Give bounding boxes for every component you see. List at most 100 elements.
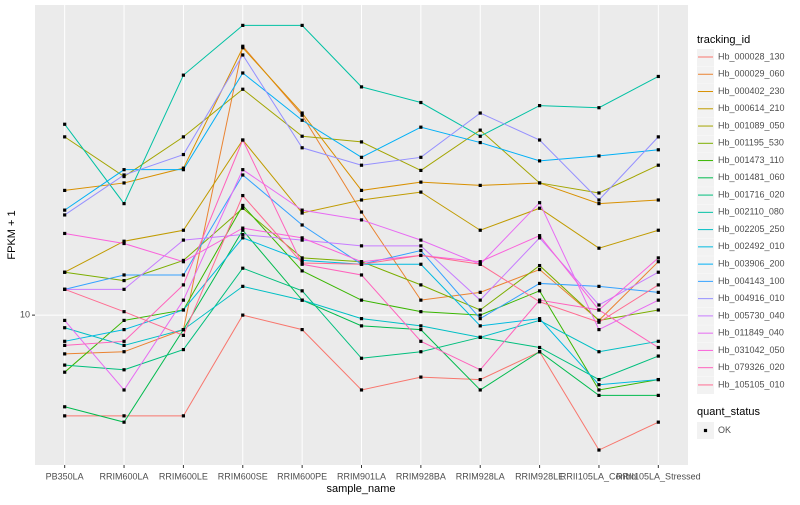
- point: [122, 239, 126, 243]
- legend-label: Hb_004916_010: [718, 293, 785, 303]
- point: [597, 448, 601, 452]
- point: [656, 420, 660, 424]
- point: [597, 393, 601, 397]
- point: [597, 303, 601, 307]
- point: [63, 287, 67, 291]
- point: [656, 345, 660, 350]
- point: [597, 308, 601, 312]
- point: [419, 324, 423, 328]
- point: [597, 350, 601, 354]
- point: [359, 244, 364, 248]
- point: [241, 71, 245, 75]
- point: [63, 343, 67, 348]
- point: [241, 53, 245, 57]
- point: [241, 193, 245, 198]
- legend-label: Hb_002110_080: [718, 207, 784, 217]
- point: [300, 118, 304, 122]
- point: [63, 326, 67, 330]
- point: [241, 228, 245, 232]
- point: [63, 208, 67, 212]
- point: [359, 210, 364, 214]
- legend-label: Hb_002205_250: [718, 224, 785, 234]
- x-tick-label: RRII105LA_Control: [560, 471, 638, 481]
- point: [537, 159, 542, 163]
- point: [300, 261, 304, 265]
- legend-label: Hb_003906_200: [718, 258, 785, 268]
- point: [537, 350, 542, 354]
- point: [300, 256, 304, 260]
- legend-label: Hb_001481_060: [718, 172, 785, 182]
- point: [122, 278, 126, 283]
- legend-point: [703, 428, 708, 433]
- point: [300, 146, 304, 150]
- legend-label: Hb_031042_050: [718, 345, 785, 355]
- point: [241, 138, 245, 142]
- point: [122, 343, 126, 348]
- point: [300, 269, 304, 273]
- point: [241, 313, 245, 317]
- point: [419, 283, 423, 287]
- x-tick-label: PB350LA: [46, 471, 84, 481]
- point: [300, 211, 304, 215]
- point: [478, 324, 482, 328]
- point: [122, 368, 126, 372]
- point: [656, 148, 660, 152]
- point: [419, 244, 423, 248]
- point: [419, 328, 423, 332]
- point: [181, 168, 186, 172]
- legend-label: Hb_004143_100: [718, 276, 785, 286]
- point: [359, 388, 364, 392]
- legend-label: Hb_001195_530: [718, 138, 784, 148]
- point: [597, 154, 601, 158]
- point: [597, 377, 601, 382]
- point: [656, 290, 660, 294]
- point: [478, 317, 482, 321]
- point: [122, 318, 126, 323]
- point: [63, 122, 67, 126]
- point: [537, 281, 542, 286]
- point: [656, 354, 660, 358]
- point: [359, 260, 364, 264]
- x-tick-label: RRII105LA_Stressed: [616, 471, 701, 481]
- point: [597, 320, 601, 324]
- point: [656, 308, 660, 312]
- point: [181, 298, 186, 302]
- point: [597, 191, 601, 195]
- point: [122, 273, 126, 277]
- legend-label: Hb_000028_130: [718, 51, 785, 61]
- point: [656, 339, 660, 343]
- legend-label: Hb_105105_010: [718, 379, 785, 389]
- legend-label: Hb_001716_020: [718, 189, 785, 199]
- point: [419, 310, 423, 314]
- point: [300, 238, 304, 242]
- point: [419, 125, 423, 129]
- point: [63, 405, 67, 409]
- point: [300, 134, 304, 138]
- point: [419, 100, 423, 105]
- point: [537, 104, 542, 108]
- point: [597, 246, 601, 250]
- point: [419, 339, 423, 343]
- point: [122, 310, 126, 314]
- point: [181, 308, 186, 312]
- point: [181, 152, 186, 157]
- point: [478, 388, 482, 392]
- point: [63, 318, 67, 323]
- point: [597, 318, 601, 323]
- point: [300, 298, 304, 302]
- point: [656, 260, 660, 264]
- x-tick-label: RRIM600SE: [218, 471, 268, 481]
- point: [181, 333, 186, 337]
- point: [537, 345, 542, 350]
- x-tick-label: RRIM600PE: [277, 471, 327, 481]
- point: [63, 231, 67, 236]
- point: [359, 356, 364, 360]
- point: [419, 168, 423, 173]
- point: [478, 313, 482, 317]
- point: [537, 317, 542, 321]
- point: [419, 350, 423, 354]
- point: [300, 236, 304, 240]
- point: [478, 183, 482, 187]
- point: [656, 270, 660, 274]
- legend-label: Hb_079326_020: [718, 362, 785, 372]
